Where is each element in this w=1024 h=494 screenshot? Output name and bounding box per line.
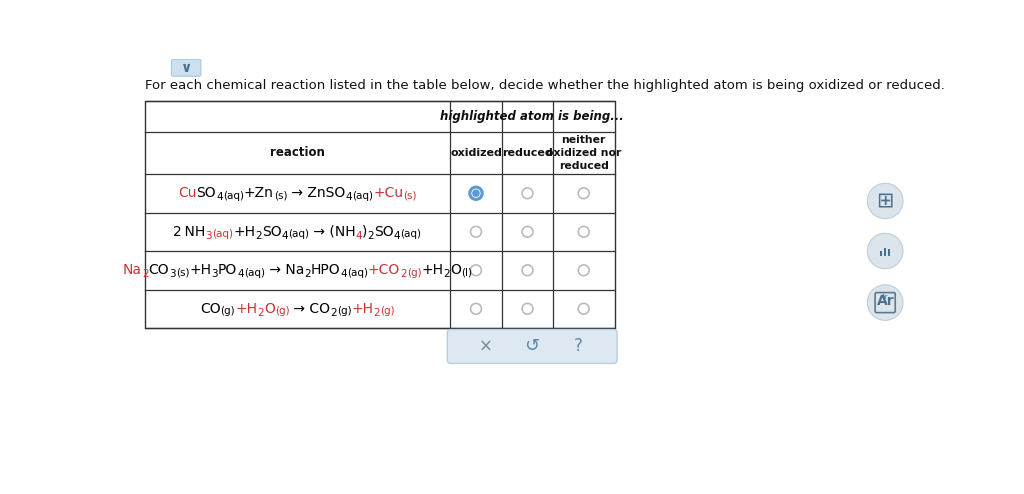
Text: 4: 4 [216, 192, 223, 202]
Text: +H: +H [351, 302, 374, 316]
Text: 4: 4 [340, 269, 347, 279]
Text: → (NH: → (NH [309, 225, 355, 239]
Circle shape [522, 226, 532, 237]
Text: PO: PO [218, 263, 237, 277]
Text: 2: 2 [374, 308, 380, 318]
Text: (s): (s) [403, 191, 417, 201]
Text: (aq): (aq) [347, 268, 368, 278]
Bar [145, 101, 614, 328]
Text: 2: 2 [368, 231, 374, 241]
Text: (g): (g) [220, 306, 236, 316]
Text: 3: 3 [211, 269, 218, 279]
Text: (aq): (aq) [400, 229, 422, 239]
Text: reaction: reaction [270, 146, 325, 160]
Text: ↺: ↺ [524, 337, 540, 356]
Text: 3: 3 [206, 231, 212, 241]
Text: CO: CO [200, 302, 220, 316]
Text: SO: SO [197, 186, 216, 200]
FancyBboxPatch shape [876, 292, 895, 313]
Text: → ZnSO: → ZnSO [287, 186, 345, 200]
Text: 4: 4 [237, 269, 244, 279]
Text: 2: 2 [331, 308, 337, 318]
Circle shape [579, 303, 589, 314]
Text: Na: Na [123, 263, 141, 277]
Text: → Na: → Na [264, 263, 304, 277]
Text: 4: 4 [355, 231, 362, 241]
Text: 3: 3 [169, 269, 176, 279]
Text: HPO: HPO [310, 263, 340, 277]
Text: 2: 2 [257, 308, 264, 318]
Text: (aq): (aq) [288, 229, 309, 239]
Circle shape [867, 285, 903, 320]
Text: +H: +H [422, 263, 443, 277]
Text: +H: +H [236, 302, 257, 316]
Text: 4: 4 [345, 192, 352, 202]
Text: O: O [264, 302, 274, 316]
Circle shape [579, 226, 589, 237]
Text: ): ) [362, 225, 368, 239]
Text: (s): (s) [176, 268, 189, 278]
Text: 4: 4 [282, 231, 288, 241]
Text: O: O [450, 263, 461, 277]
Text: (l): (l) [461, 268, 472, 278]
Text: ?: ? [573, 337, 583, 356]
Circle shape [522, 265, 532, 276]
Bar [880, 251, 883, 255]
Text: (aq): (aq) [352, 191, 373, 201]
Text: 2: 2 [443, 269, 450, 279]
Circle shape [471, 265, 481, 276]
Text: (aq): (aq) [244, 268, 264, 278]
Text: ⊞: ⊞ [877, 191, 894, 211]
Circle shape [470, 187, 482, 200]
Text: SO: SO [262, 225, 282, 239]
Text: Ar: Ar [878, 294, 895, 308]
Text: reduced: reduced [502, 148, 553, 158]
Text: 2: 2 [141, 269, 148, 279]
Text: neither
oxidized nor
reduced: neither oxidized nor reduced [546, 135, 622, 170]
Text: (g): (g) [380, 306, 395, 316]
Text: SO: SO [374, 225, 394, 239]
Text: (g): (g) [407, 268, 422, 278]
Text: For each chemical reaction listed in the table below, decide whether the highlig: For each chemical reaction listed in the… [145, 80, 945, 92]
Bar [888, 249, 890, 255]
Circle shape [579, 188, 589, 199]
Text: (g): (g) [337, 306, 351, 316]
Text: 2 NH: 2 NH [173, 225, 206, 239]
Text: +H: +H [233, 225, 255, 239]
FancyBboxPatch shape [171, 59, 201, 76]
Text: +CO: +CO [368, 263, 400, 277]
Text: oxidized: oxidized [450, 148, 502, 158]
Text: 2: 2 [304, 269, 310, 279]
Text: (s): (s) [273, 191, 287, 201]
Text: +Zn: +Zn [244, 186, 273, 200]
Text: ×: × [479, 337, 493, 356]
Text: ∨: ∨ [180, 61, 191, 75]
Text: 2: 2 [255, 231, 262, 241]
Text: → CO: → CO [289, 302, 331, 316]
Circle shape [579, 265, 589, 276]
Text: (g): (g) [274, 306, 289, 316]
Circle shape [473, 190, 479, 196]
Text: +H: +H [189, 263, 211, 277]
Circle shape [471, 303, 481, 314]
Circle shape [522, 188, 532, 199]
Text: 4: 4 [394, 231, 400, 241]
Text: highlighted atom is being...: highlighted atom is being... [440, 110, 624, 123]
Text: (aq): (aq) [223, 191, 244, 201]
Text: Ar: Ar [882, 294, 889, 300]
Text: +Cu: +Cu [373, 186, 403, 200]
Text: CO: CO [148, 263, 169, 277]
FancyBboxPatch shape [447, 329, 617, 364]
Text: (aq): (aq) [212, 229, 233, 239]
Bar [884, 248, 887, 255]
Circle shape [867, 183, 903, 219]
Text: 2: 2 [400, 269, 407, 279]
Circle shape [522, 303, 532, 314]
Circle shape [471, 226, 481, 237]
Text: Cu: Cu [178, 186, 197, 200]
Circle shape [867, 233, 903, 269]
